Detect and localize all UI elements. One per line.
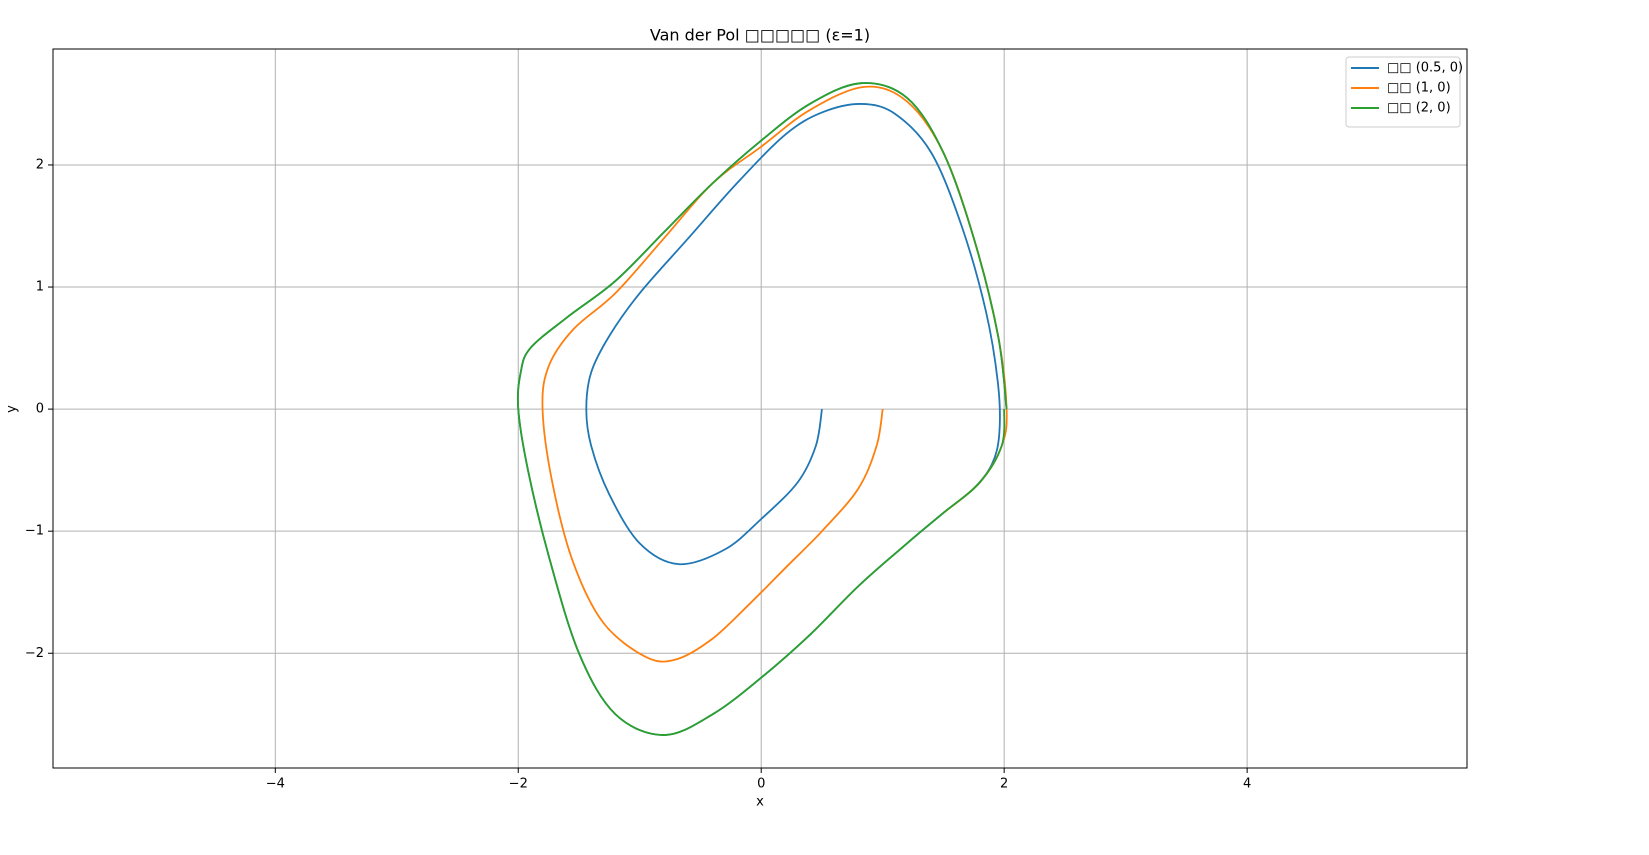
legend-box bbox=[1345, 56, 1461, 128]
x-tick-label: −4 bbox=[266, 777, 285, 792]
chart-title: Van der Pol □□□□□ (ε=1) bbox=[650, 26, 870, 45]
y-tick-label: −1 bbox=[25, 524, 44, 539]
x-tick-label: 0 bbox=[757, 777, 765, 792]
y-tick-label: 1 bbox=[36, 280, 44, 295]
legend-label: □□ (1, 0) bbox=[1387, 81, 1451, 96]
plot-frame bbox=[52, 48, 1468, 769]
y-axis-label: y bbox=[5, 405, 20, 413]
x-tick-label: −2 bbox=[509, 777, 528, 792]
series-line bbox=[541, 85, 1008, 663]
x-axis-label: x bbox=[756, 795, 764, 810]
y-tick-label: −2 bbox=[25, 646, 44, 661]
y-tick-label: 0 bbox=[36, 402, 44, 417]
x-tick-label: 4 bbox=[1243, 777, 1251, 792]
x-tick-label: 2 bbox=[1000, 777, 1008, 792]
legend-label: □□ (0.5, 0) bbox=[1387, 61, 1463, 76]
series-line bbox=[516, 82, 1008, 736]
legend-label: □□ (2, 0) bbox=[1387, 101, 1451, 116]
y-tick-label: 2 bbox=[36, 157, 44, 172]
